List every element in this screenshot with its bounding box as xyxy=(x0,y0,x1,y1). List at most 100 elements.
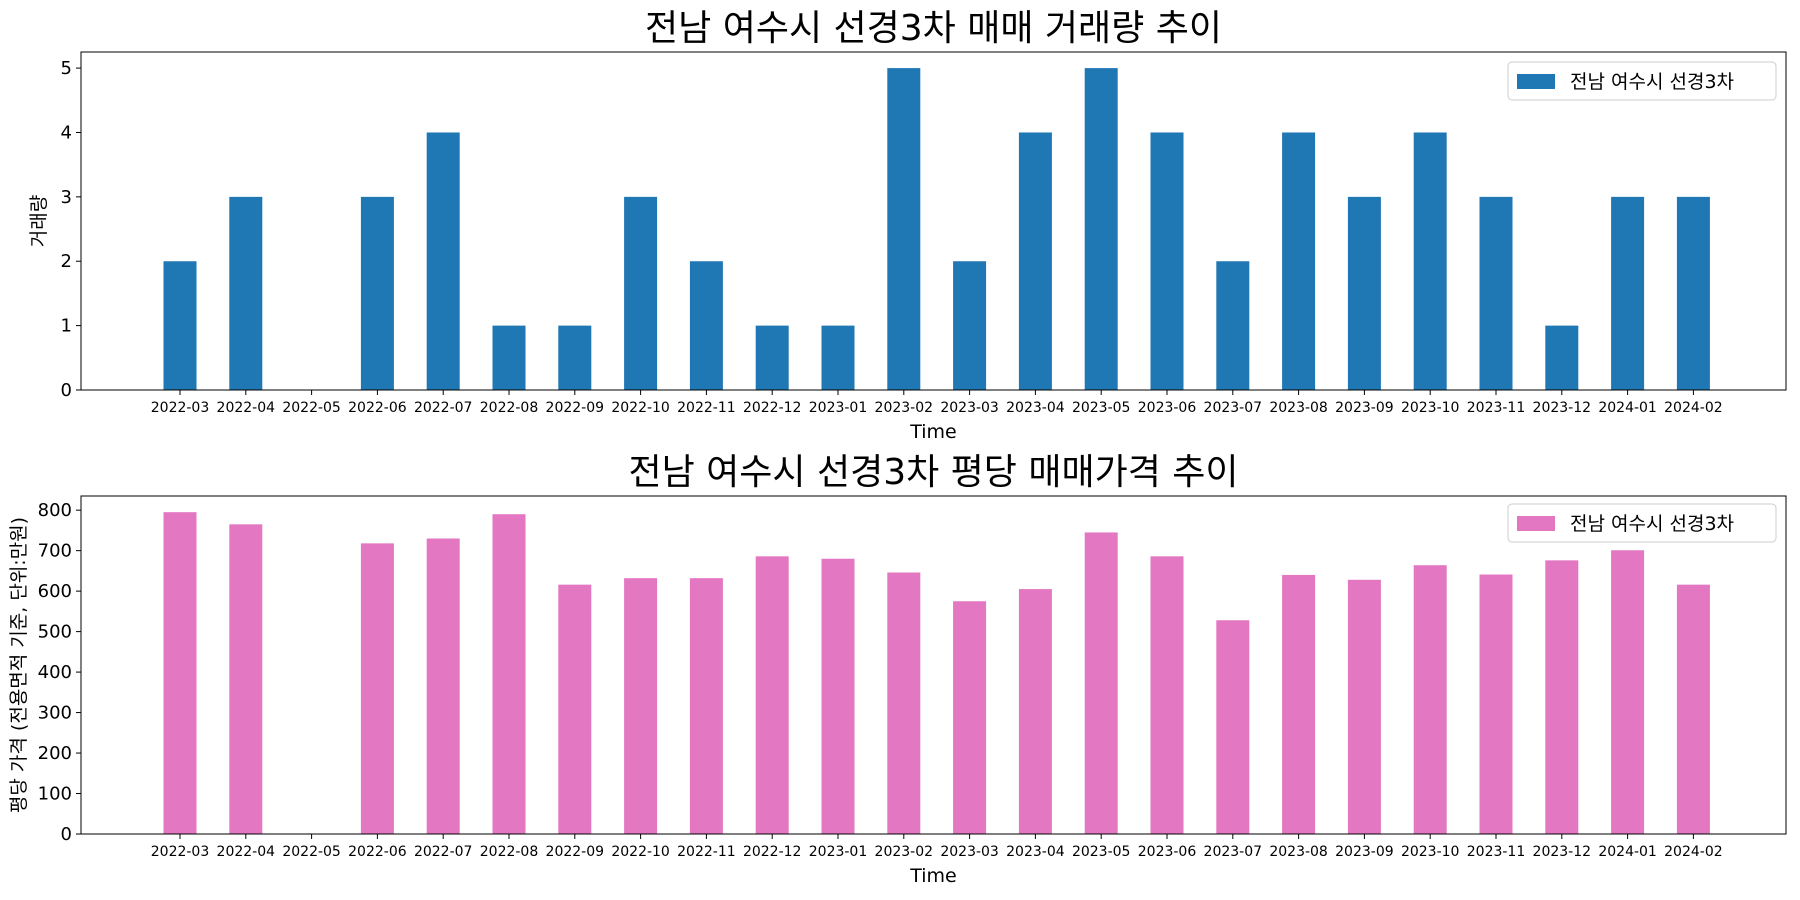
x-tick-label: 2023-04 xyxy=(1006,844,1065,860)
y-tick-label: 4 xyxy=(61,122,72,143)
x-tick-label: 2023-07 xyxy=(1204,844,1263,860)
y-tick-label: 700 xyxy=(38,541,72,562)
bar-2023-07 xyxy=(1216,261,1250,390)
x-tick-label: 2023-05 xyxy=(1072,400,1131,416)
x-tick-label: 2023-01 xyxy=(809,400,868,416)
x-tick-label: 2022-09 xyxy=(546,400,605,416)
bar-2022-12 xyxy=(755,325,789,390)
x-tick-label: 2023-04 xyxy=(1006,400,1065,416)
x-tick-label: 2022-12 xyxy=(743,844,802,860)
bar-2022-11 xyxy=(689,578,723,834)
x-tick-label: 2024-01 xyxy=(1598,400,1657,416)
x-tick-label: 2022-04 xyxy=(217,400,276,416)
bar-2024-01 xyxy=(1611,550,1645,834)
x-tick-label: 2024-02 xyxy=(1664,844,1723,860)
x-tick-label: 2023-02 xyxy=(875,400,934,416)
bar-2023-12 xyxy=(1545,325,1579,390)
bar-2023-11 xyxy=(1479,574,1513,834)
chart-title: 전남 여수시 선경3차 매매 거래량 추이 xyxy=(645,8,1222,49)
bar-2023-08 xyxy=(1282,132,1316,390)
x-tick-label: 2023-12 xyxy=(1533,400,1592,416)
bar-2022-12 xyxy=(755,556,789,834)
y-tick-label: 100 xyxy=(38,784,72,805)
x-tick-label: 2022-07 xyxy=(414,400,473,416)
bar-2022-08 xyxy=(492,514,526,834)
x-tick-label: 2022-05 xyxy=(282,844,341,860)
x-axis-label: Time xyxy=(909,421,957,443)
bar-2023-05 xyxy=(1084,532,1118,834)
x-tick-label: 2023-10 xyxy=(1401,844,1460,860)
bar-2022-04 xyxy=(229,524,263,834)
legend-label: 전남 여수시 선경3차 xyxy=(1570,71,1734,93)
x-tick-label: 2023-01 xyxy=(809,844,868,860)
bar-2023-10 xyxy=(1413,565,1447,834)
bar-2022-10 xyxy=(624,578,658,834)
x-tick-label: 2023-08 xyxy=(1269,844,1328,860)
y-tick-label: 2 xyxy=(61,251,72,272)
x-tick-label: 2023-06 xyxy=(1138,400,1197,416)
legend-label: 전남 여수시 선경3차 xyxy=(1570,513,1734,535)
bar-2023-06 xyxy=(1150,556,1184,834)
chart-panel-2: 전남 여수시 선경3차 평당 매매가격 추이 0 100 200 300 400 500 60… xyxy=(8,452,1787,887)
y-tick-label: 5 xyxy=(61,58,72,79)
bar-2022-07 xyxy=(426,132,460,390)
x-tick-label: 2023-03 xyxy=(940,400,999,416)
bar-2023-09 xyxy=(1347,579,1381,834)
x-tick-label: 2022-08 xyxy=(480,400,539,416)
legend: 전남 여수시 선경3차 xyxy=(1507,61,1777,101)
bar-2022-04 xyxy=(229,196,263,390)
y-tick-label: 3 xyxy=(61,187,72,208)
bar-2023-03 xyxy=(953,261,987,390)
legend-box xyxy=(1507,503,1777,543)
x-tick-label: 2023-10 xyxy=(1401,400,1460,416)
bar-2023-01 xyxy=(821,558,855,834)
x-tick-label: 2022-07 xyxy=(414,844,473,860)
bar-2022-07 xyxy=(426,538,460,834)
y-axis-label: 평당 가격 (전용면적 기준, 단위:만원) xyxy=(8,517,30,813)
legend-swatch xyxy=(1517,516,1555,531)
x-tick-label: 2023-11 xyxy=(1467,844,1526,860)
bar-2022-08 xyxy=(492,325,526,390)
y-tick-label: 0 xyxy=(61,824,72,845)
x-axis-label: Time xyxy=(909,865,957,887)
x-tick-label: 2022-05 xyxy=(282,400,341,416)
chart-title: 전남 여수시 선경3차 평당 매매가격 추이 xyxy=(628,452,1238,493)
bar-2023-12 xyxy=(1545,560,1579,834)
bar-2022-06 xyxy=(360,543,394,834)
bar-2023-08 xyxy=(1282,574,1316,834)
x-tick-label: 2022-12 xyxy=(743,400,802,416)
bar-2023-04 xyxy=(1018,589,1052,834)
x-tick-label: 2023-08 xyxy=(1269,400,1328,416)
y-tick-label: 200 xyxy=(38,743,72,764)
x-tick-label: 2023-12 xyxy=(1533,844,1592,860)
x-tick-label: 2022-11 xyxy=(677,844,736,860)
bar-2022-10 xyxy=(624,196,658,390)
bar-2023-11 xyxy=(1479,196,1513,390)
bar-2023-07 xyxy=(1216,620,1250,834)
bar-2023-02 xyxy=(887,572,921,834)
y-tick-label: 400 xyxy=(38,662,72,683)
x-tick-label: 2024-01 xyxy=(1598,844,1657,860)
x-tick-label: 2022-03 xyxy=(151,844,210,860)
y-tick-label: 500 xyxy=(38,622,72,643)
y-tick-label: 800 xyxy=(38,500,72,521)
bar-2024-02 xyxy=(1676,584,1710,834)
plot-frame xyxy=(80,51,1787,391)
x-tick-label: 2022-06 xyxy=(348,844,407,860)
bar-2023-06 xyxy=(1150,132,1184,390)
bar-2022-11 xyxy=(689,261,723,390)
bar-2024-01 xyxy=(1611,196,1645,390)
x-tick-label: 2022-08 xyxy=(480,844,539,860)
bar-2022-09 xyxy=(558,584,592,834)
y-axis-label: 거래량 xyxy=(28,195,50,247)
bar-2022-09 xyxy=(558,325,592,390)
bar-2023-03 xyxy=(953,601,987,834)
x-tick-label: 2022-03 xyxy=(151,400,210,416)
x-tick-label: 2023-06 xyxy=(1138,844,1197,860)
y-tick-label: 300 xyxy=(38,703,72,724)
x-tick-label: 2023-05 xyxy=(1072,844,1131,860)
bar-2024-02 xyxy=(1676,196,1710,390)
x-tick-label: 2022-04 xyxy=(217,844,276,860)
x-tick-label: 2022-09 xyxy=(546,844,605,860)
